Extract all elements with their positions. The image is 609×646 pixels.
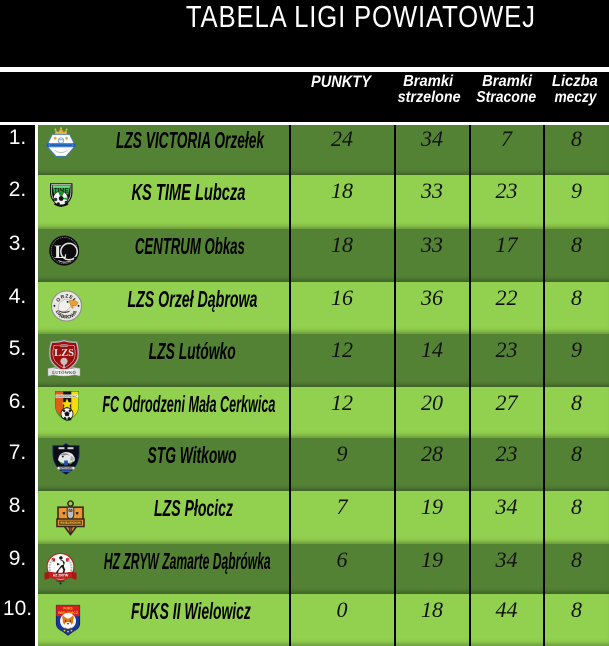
- svg-text:HZ ZRYW: HZ ZRYW: [53, 573, 69, 577]
- svg-text:LZS: LZS: [54, 348, 74, 359]
- svg-text:LUTÓWKO: LUTÓWKO: [52, 370, 76, 375]
- svg-text:WITKOWO: WITKOWO: [59, 466, 72, 470]
- svg-text:FUKS: FUKS: [63, 606, 73, 610]
- svg-text:L: L: [54, 242, 67, 263]
- svg-text:ORZEŁ: ORZEŁ: [55, 293, 77, 303]
- svg-text:WIELOWICZ: WIELOWICZ: [58, 610, 78, 614]
- svg-text:ODRODZENI M.C.: ODRODZENI M.C.: [56, 394, 78, 398]
- svg-text:TIME: TIME: [53, 187, 68, 194]
- svg-text:LZS PŁOCICZ: LZS PŁOCICZ: [60, 521, 82, 525]
